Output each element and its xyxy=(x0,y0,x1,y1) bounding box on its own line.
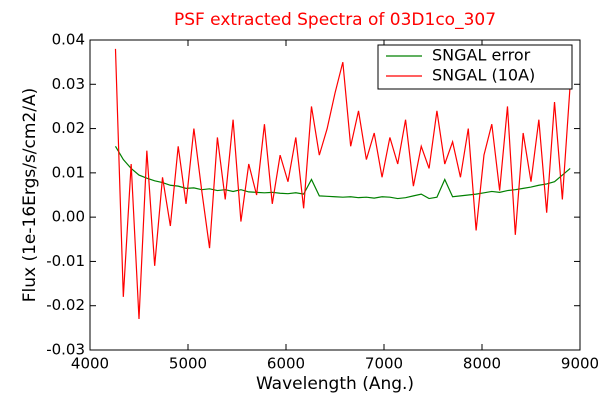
legend-label: SNGAL (10A) xyxy=(432,66,535,85)
chart-title: PSF extracted Spectra of 03D1co_307 xyxy=(174,10,496,30)
x-tick-label: 5000 xyxy=(169,355,207,373)
x-tick-label: 7000 xyxy=(365,355,403,373)
y-tick-label: 0.01 xyxy=(52,163,85,181)
plot-frame xyxy=(89,39,581,351)
x-tick-label: 9000 xyxy=(561,355,599,373)
legend-box xyxy=(377,44,573,90)
x-tick-label: 4000 xyxy=(71,355,109,373)
x-axis-label: Wavelength (Ang.) xyxy=(256,374,414,394)
series-line xyxy=(114,145,571,200)
y-tick-label: -0.03 xyxy=(46,341,85,359)
x-tick-label: 6000 xyxy=(267,355,305,373)
x-tick-label: 8000 xyxy=(463,355,501,373)
series-line xyxy=(114,48,571,320)
y-tick-label: 0.03 xyxy=(52,75,85,93)
y-tick-label: 0.04 xyxy=(52,31,85,49)
y-tick-label: 0.00 xyxy=(52,208,85,226)
legend-label: SNGAL error xyxy=(432,46,531,65)
y-tick-label: -0.01 xyxy=(46,252,85,270)
y-tick-label: -0.02 xyxy=(46,296,85,314)
y-tick-label: 0.02 xyxy=(52,119,85,137)
y-axis-label: Flux (1e-16Ergs/s/cm2/A) xyxy=(20,88,40,303)
